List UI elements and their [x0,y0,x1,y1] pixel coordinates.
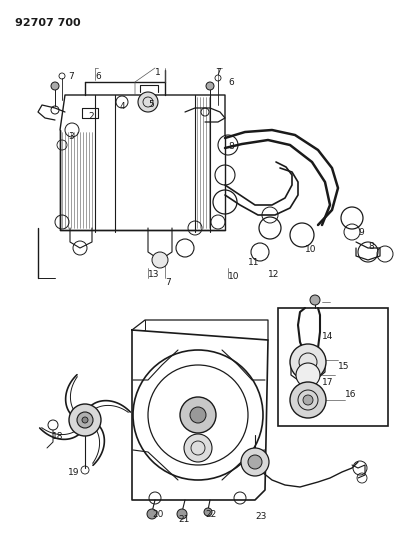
Circle shape [138,92,158,112]
Text: 23: 23 [255,512,266,521]
Text: 1: 1 [155,68,161,77]
Text: 19: 19 [68,468,79,477]
Text: 20: 20 [152,510,163,519]
Circle shape [303,395,313,405]
Circle shape [152,252,168,268]
Text: 18: 18 [52,432,63,441]
Text: 3: 3 [68,132,74,141]
Circle shape [296,363,320,387]
Circle shape [310,295,320,305]
Text: 10: 10 [305,245,316,254]
Text: 11: 11 [248,258,259,267]
Text: 15: 15 [338,362,350,371]
Text: 17: 17 [322,378,334,387]
Text: 7: 7 [215,68,221,77]
Circle shape [290,344,326,380]
Circle shape [248,455,262,469]
Circle shape [290,382,326,418]
Circle shape [206,82,214,90]
Circle shape [177,509,187,519]
Text: 6: 6 [95,72,101,81]
Text: 7: 7 [68,72,74,81]
Text: 13: 13 [148,270,160,279]
Circle shape [147,509,157,519]
Text: 9: 9 [358,228,364,237]
Text: 21: 21 [178,515,189,524]
Text: 6: 6 [228,78,234,87]
Text: 12: 12 [268,270,279,279]
Circle shape [184,434,212,462]
Text: 8: 8 [228,142,234,151]
Circle shape [77,412,93,428]
Text: 10: 10 [228,272,239,281]
Text: 4: 4 [120,102,126,111]
Circle shape [51,82,59,90]
Text: 8: 8 [368,242,374,251]
Text: 16: 16 [345,390,356,399]
Text: 5: 5 [148,100,154,109]
Text: 22: 22 [205,510,216,519]
Circle shape [82,417,88,423]
Text: 92707 700: 92707 700 [15,18,81,28]
Circle shape [180,397,216,433]
Circle shape [204,508,212,516]
Text: 14: 14 [322,332,333,341]
Circle shape [69,404,101,436]
Text: 7: 7 [165,278,171,287]
Circle shape [190,407,206,423]
Text: 2: 2 [88,112,93,121]
Circle shape [241,448,269,476]
Bar [278,308,388,426]
